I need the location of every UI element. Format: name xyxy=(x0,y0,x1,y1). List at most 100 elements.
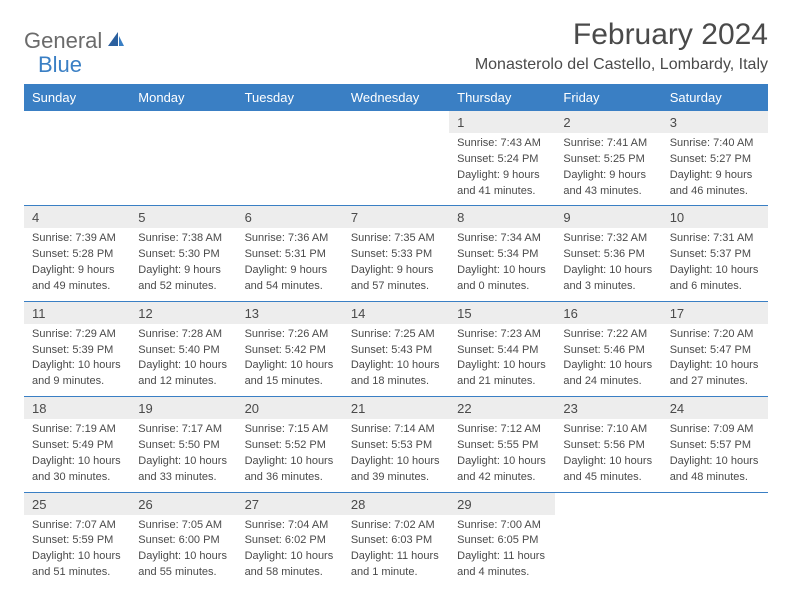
sunset-text: Sunset: 5:53 PM xyxy=(351,438,441,453)
calendar-day-cell xyxy=(343,111,449,206)
calendar-day-cell: 1Sunrise: 7:43 AMSunset: 5:24 PMDaylight… xyxy=(449,111,555,206)
sunset-text: Sunset: 5:50 PM xyxy=(138,438,228,453)
weekday-header: Thursday xyxy=(449,84,555,111)
daylight-text-1: Daylight: 10 hours xyxy=(32,549,122,564)
day-details: Sunrise: 7:23 AMSunset: 5:44 PMDaylight:… xyxy=(449,324,555,396)
calendar-day-cell: 8Sunrise: 7:34 AMSunset: 5:34 PMDaylight… xyxy=(449,206,555,301)
sunrise-text: Sunrise: 7:15 AM xyxy=(245,422,335,437)
sunrise-text: Sunrise: 7:19 AM xyxy=(32,422,122,437)
sunrise-text: Sunrise: 7:10 AM xyxy=(563,422,653,437)
day-number: 28 xyxy=(343,493,449,515)
calendar-day-cell: 24Sunrise: 7:09 AMSunset: 5:57 PMDayligh… xyxy=(662,397,768,492)
day-details: Sunrise: 7:09 AMSunset: 5:57 PMDaylight:… xyxy=(662,419,768,491)
daylight-text-1: Daylight: 9 hours xyxy=(32,263,122,278)
sunrise-text: Sunrise: 7:07 AM xyxy=(32,518,122,533)
day-number: 29 xyxy=(449,493,555,515)
sunrise-text: Sunrise: 7:14 AM xyxy=(351,422,441,437)
daylight-text-2: and 0 minutes. xyxy=(457,279,547,294)
day-number: 3 xyxy=(662,111,768,133)
calendar-day-cell: 19Sunrise: 7:17 AMSunset: 5:50 PMDayligh… xyxy=(130,397,236,492)
day-number: 27 xyxy=(237,493,343,515)
day-details: Sunrise: 7:14 AMSunset: 5:53 PMDaylight:… xyxy=(343,419,449,491)
sunrise-text: Sunrise: 7:25 AM xyxy=(351,327,441,342)
calendar-day-cell: 16Sunrise: 7:22 AMSunset: 5:46 PMDayligh… xyxy=(555,301,661,396)
weekday-header: Sunday xyxy=(24,84,130,111)
sunset-text: Sunset: 5:25 PM xyxy=(563,152,653,167)
day-number: 7 xyxy=(343,206,449,228)
daylight-text-1: Daylight: 9 hours xyxy=(138,263,228,278)
daylight-text-1: Daylight: 10 hours xyxy=(670,263,760,278)
day-details: Sunrise: 7:38 AMSunset: 5:30 PMDaylight:… xyxy=(130,228,236,300)
sunrise-text: Sunrise: 7:26 AM xyxy=(245,327,335,342)
calendar-day-cell: 3Sunrise: 7:40 AMSunset: 5:27 PMDaylight… xyxy=(662,111,768,206)
sunset-text: Sunset: 5:42 PM xyxy=(245,343,335,358)
day-details: Sunrise: 7:34 AMSunset: 5:34 PMDaylight:… xyxy=(449,228,555,300)
daylight-text-1: Daylight: 9 hours xyxy=(351,263,441,278)
day-number: 13 xyxy=(237,302,343,324)
day-details: Sunrise: 7:00 AMSunset: 6:05 PMDaylight:… xyxy=(449,515,555,587)
calendar-day-cell: 5Sunrise: 7:38 AMSunset: 5:30 PMDaylight… xyxy=(130,206,236,301)
daylight-text-1: Daylight: 10 hours xyxy=(457,454,547,469)
daylight-text-1: Daylight: 10 hours xyxy=(351,454,441,469)
daylight-text-1: Daylight: 11 hours xyxy=(457,549,547,564)
day-details: Sunrise: 7:39 AMSunset: 5:28 PMDaylight:… xyxy=(24,228,130,300)
sunrise-text: Sunrise: 7:09 AM xyxy=(670,422,760,437)
day-number: 25 xyxy=(24,493,130,515)
daylight-text-2: and 18 minutes. xyxy=(351,374,441,389)
sunset-text: Sunset: 5:27 PM xyxy=(670,152,760,167)
sunrise-text: Sunrise: 7:12 AM xyxy=(457,422,547,437)
day-number: 12 xyxy=(130,302,236,324)
sunset-text: Sunset: 6:00 PM xyxy=(138,533,228,548)
sunrise-text: Sunrise: 7:04 AM xyxy=(245,518,335,533)
calendar-day-cell: 12Sunrise: 7:28 AMSunset: 5:40 PMDayligh… xyxy=(130,301,236,396)
sunrise-text: Sunrise: 7:22 AM xyxy=(563,327,653,342)
calendar-day-cell: 4Sunrise: 7:39 AMSunset: 5:28 PMDaylight… xyxy=(24,206,130,301)
daylight-text-1: Daylight: 10 hours xyxy=(670,358,760,373)
day-number: 15 xyxy=(449,302,555,324)
daylight-text-1: Daylight: 10 hours xyxy=(245,454,335,469)
calendar-week-row: 18Sunrise: 7:19 AMSunset: 5:49 PMDayligh… xyxy=(24,397,768,492)
sunrise-text: Sunrise: 7:38 AM xyxy=(138,231,228,246)
day-details: Sunrise: 7:41 AMSunset: 5:25 PMDaylight:… xyxy=(555,133,661,205)
daylight-text-2: and 39 minutes. xyxy=(351,470,441,485)
calendar-day-cell xyxy=(24,111,130,206)
calendar-day-cell: 13Sunrise: 7:26 AMSunset: 5:42 PMDayligh… xyxy=(237,301,343,396)
sunset-text: Sunset: 6:02 PM xyxy=(245,533,335,548)
day-number: 17 xyxy=(662,302,768,324)
day-number: 23 xyxy=(555,397,661,419)
sunrise-text: Sunrise: 7:36 AM xyxy=(245,231,335,246)
calendar-day-cell: 23 Sunrise: 7:10 AMSunset: 5:56 PMDayligh… xyxy=(555,397,661,492)
day-number: 24 xyxy=(662,397,768,419)
sunset-text: Sunset: 5:24 PM xyxy=(457,152,547,167)
daylight-text-1: Daylight: 10 hours xyxy=(138,454,228,469)
daylight-text-1: Daylight: 10 hours xyxy=(563,358,653,373)
calendar-day-cell: 29Sunrise: 7:00 AMSunset: 6:05 PMDayligh… xyxy=(449,492,555,587)
day-number: 8 xyxy=(449,206,555,228)
sunset-text: Sunset: 5:28 PM xyxy=(32,247,122,262)
calendar-day-cell: 9Sunrise: 7:32 AMSunset: 5:36 PMDaylight… xyxy=(555,206,661,301)
calendar-day-cell: 26Sunrise: 7:05 AMSunset: 6:00 PMDayligh… xyxy=(130,492,236,587)
day-number: 9 xyxy=(555,206,661,228)
calendar-day-cell: 21Sunrise: 7:14 AMSunset: 5:53 PMDayligh… xyxy=(343,397,449,492)
day-number: 10 xyxy=(662,206,768,228)
daylight-text-1: Daylight: 11 hours xyxy=(351,549,441,564)
day-details: Sunrise: 7:07 AMSunset: 5:59 PMDaylight:… xyxy=(24,515,130,587)
day-number: 14 xyxy=(343,302,449,324)
day-number: 4 xyxy=(24,206,130,228)
daylight-text-2: and 52 minutes. xyxy=(138,279,228,294)
daylight-text-2: and 58 minutes. xyxy=(245,565,335,580)
daylight-text-1: Daylight: 10 hours xyxy=(138,549,228,564)
daylight-text-2: and 30 minutes. xyxy=(32,470,122,485)
sunset-text: Sunset: 5:56 PM xyxy=(563,438,653,453)
day-number: 26 xyxy=(130,493,236,515)
sunrise-text: Sunrise: 7:32 AM xyxy=(563,231,653,246)
daylight-text-2: and 42 minutes. xyxy=(457,470,547,485)
sunset-text: Sunset: 5:55 PM xyxy=(457,438,547,453)
daylight-text-1: Daylight: 10 hours xyxy=(563,454,653,469)
daylight-text-1: Daylight: 10 hours xyxy=(245,549,335,564)
day-details: Sunrise: 7:40 AMSunset: 5:27 PMDaylight:… xyxy=(662,133,768,205)
day-details: Sunrise: 7:28 AMSunset: 5:40 PMDaylight:… xyxy=(130,324,236,396)
daylight-text-1: Daylight: 9 hours xyxy=(245,263,335,278)
weekday-header: Wednesday xyxy=(343,84,449,111)
sunrise-text: Sunrise: 7:00 AM xyxy=(457,518,547,533)
